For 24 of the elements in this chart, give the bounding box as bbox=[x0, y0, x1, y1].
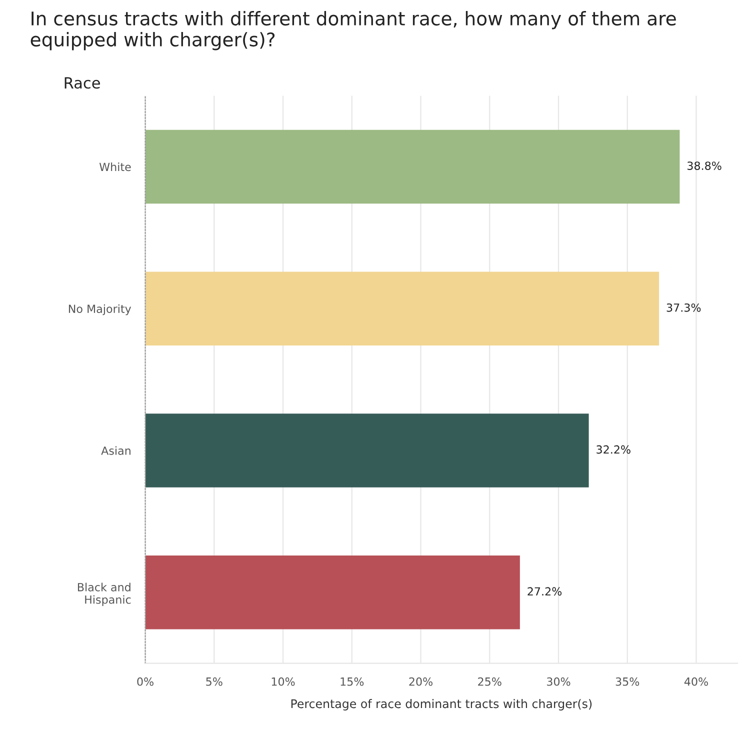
y-tick-label: White bbox=[99, 162, 131, 172]
x-tick-label: 0% bbox=[137, 677, 154, 686]
data-label: 32.2% bbox=[596, 445, 630, 454]
y-tick-label: Black and Hispanic bbox=[78, 582, 131, 606]
y-tick-label: Asian bbox=[101, 446, 130, 455]
x-tick-label: 5% bbox=[206, 677, 222, 686]
x-tick-label: 40% bbox=[684, 677, 708, 686]
x-axis-title: Percentage of race dominant tracts with charger(s) bbox=[291, 699, 592, 710]
x-tick-label: 15% bbox=[340, 677, 364, 686]
x-tick-label: 35% bbox=[616, 677, 640, 686]
x-tick-label: 20% bbox=[409, 677, 432, 686]
y-tick-label: No Majority bbox=[68, 304, 132, 316]
bar bbox=[145, 414, 589, 488]
x-tick-label: 10% bbox=[272, 677, 295, 686]
data-label: 27.2% bbox=[528, 587, 562, 596]
x-tick-label: 30% bbox=[546, 677, 570, 686]
bar bbox=[145, 272, 660, 346]
x-tick-label: 25% bbox=[478, 677, 502, 686]
bar bbox=[145, 555, 520, 630]
y-axis-title: Race bbox=[64, 77, 100, 89]
data-label: 37.3% bbox=[666, 303, 701, 312]
data-label: 38.8% bbox=[687, 162, 722, 170]
chart-title: In census tracts with different dominant race, how many of them are equipped with charger(s)? bbox=[30, 11, 676, 50]
bar bbox=[145, 130, 680, 204]
